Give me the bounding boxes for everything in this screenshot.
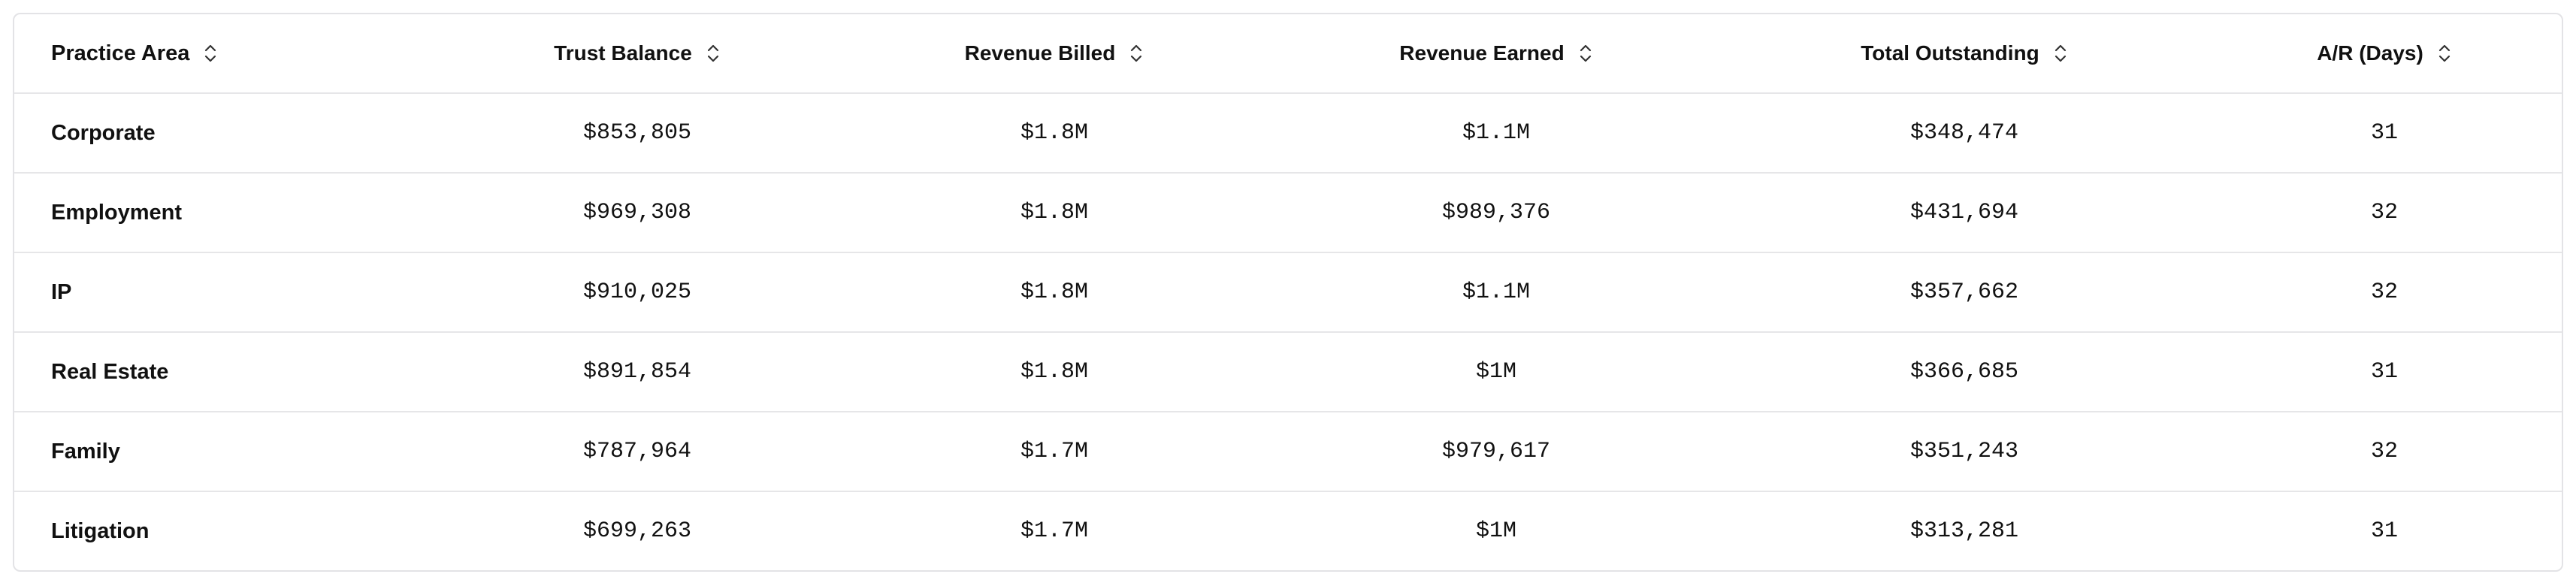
table-cell: $431,694	[1722, 173, 2207, 253]
table-cell: $787,964	[437, 412, 838, 492]
header-sort-button[interactable]: Total Outstanding	[1861, 41, 2067, 65]
table-row: Litigation $699,263 $1.7M $1M $313,281 31	[14, 491, 2562, 570]
table-body: Corporate $853,805 $1.8M $1.1M $348,474 31 Emp…	[14, 93, 2562, 570]
column-header: Practice Area	[14, 14, 437, 94]
header-row: Practice Area Trust Balance Revenue Billed…	[14, 14, 2562, 94]
table-cell: $1.8M	[838, 173, 1271, 253]
table-cell: 31	[2207, 93, 2562, 174]
table-cell: 31	[2370, 518, 2398, 544]
table-cell: $1M	[1271, 332, 1722, 412]
column-header: Revenue Earned	[1271, 14, 1722, 94]
table-cell: $989,376	[1271, 173, 1722, 253]
table-cell: $1.1M	[1271, 252, 1722, 333]
table-cell: $348,474	[1722, 93, 2207, 174]
sort-icon	[1580, 44, 1591, 62]
header-label: Total Outstanding	[1861, 41, 2039, 65]
table-cell: $1.7M	[1020, 518, 1088, 544]
table-cell: $1.8M	[838, 332, 1271, 412]
table-cell: $366,685	[1722, 332, 2207, 412]
table-cell: $313,281	[1909, 518, 2019, 544]
row-label: Employment	[14, 173, 437, 253]
table-cell: 32	[2207, 252, 2562, 333]
row-label: Corporate	[14, 93, 437, 174]
table-row: Real Estate $891,854 $1.8M $1M $366,685 31	[14, 332, 2562, 412]
table-cell: $979,617	[1271, 412, 1722, 492]
row-label: Family	[14, 412, 437, 492]
row-label: IP	[14, 252, 437, 333]
header-label: A/R (Days)	[2317, 41, 2423, 65]
table-cell: $891,854	[437, 332, 838, 412]
header-sort-button[interactable]: Trust Balance	[554, 41, 721, 65]
row-label: Real Estate	[14, 332, 437, 412]
table-row: Corporate $853,805 $1.8M $1.1M $348,474 31	[14, 93, 2562, 174]
table-cell: $357,662	[1722, 252, 2207, 333]
header-label: Revenue Earned	[1399, 41, 1565, 65]
table-cell: $853,805	[437, 93, 838, 174]
sort-icon	[205, 44, 216, 62]
table-card: Practice Area Trust Balance Revenue Billed…	[13, 13, 2563, 572]
header-sort-button[interactable]: Revenue Billed	[965, 41, 1144, 65]
column-header: A/R (Days)	[2207, 14, 2562, 94]
table-cell: 32	[2207, 173, 2562, 253]
table-cell: 31	[2207, 332, 2562, 412]
table-row: Family $787,964 $1.7M $979,617 $351,243 32	[14, 412, 2562, 492]
sort-icon	[2054, 44, 2066, 62]
table-cell: $351,243	[1722, 412, 2207, 492]
sort-icon	[2438, 44, 2450, 62]
table-cell: $1.1M	[1271, 93, 1722, 174]
table-row: IP $910,025 $1.8M $1.1M $357,662 32	[14, 252, 2562, 333]
column-header: Revenue Billed	[838, 14, 1271, 94]
table-cell: $969,308	[437, 173, 838, 253]
data-table: Practice Area Trust Balance Revenue Billed…	[14, 14, 2562, 570]
column-header: Total Outstanding	[1722, 14, 2207, 94]
sort-icon	[1131, 44, 1142, 62]
table-row: Employment $969,308 $1.8M $989,376 $431,694 3…	[14, 173, 2562, 253]
header-label: Practice Area	[51, 41, 190, 65]
header-sort-button[interactable]: Revenue Earned	[1399, 41, 1592, 65]
column-header: Trust Balance	[437, 14, 838, 94]
table-cell: $1.8M	[838, 93, 1271, 174]
row-label: Litigation	[51, 518, 150, 543]
table-cell: $1.8M	[838, 252, 1271, 333]
header-sort-button[interactable]: Practice Area	[51, 41, 218, 66]
table-cell: $1M	[1475, 518, 1516, 544]
sort-icon	[707, 44, 718, 62]
table-cell: 32	[2207, 412, 2562, 492]
table-cell: $1.7M	[838, 412, 1271, 492]
table-cell: $699,263	[582, 518, 692, 544]
header-sort-button[interactable]: A/R (Days)	[2317, 41, 2452, 65]
header-label: Revenue Billed	[964, 41, 1116, 65]
table-cell: $910,025	[437, 252, 838, 333]
header-label: Trust Balance	[554, 41, 692, 65]
